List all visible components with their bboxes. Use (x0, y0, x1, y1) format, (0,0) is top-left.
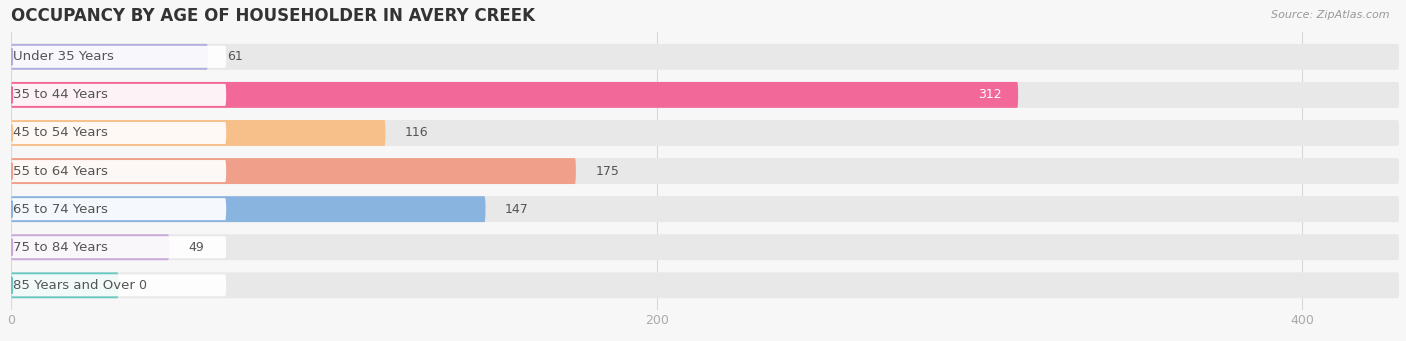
Text: 116: 116 (405, 127, 429, 139)
FancyBboxPatch shape (11, 120, 385, 146)
Text: 55 to 64 Years: 55 to 64 Years (13, 165, 108, 178)
FancyBboxPatch shape (11, 84, 226, 106)
Circle shape (11, 277, 13, 294)
FancyBboxPatch shape (11, 82, 1399, 108)
FancyBboxPatch shape (11, 272, 118, 298)
FancyBboxPatch shape (11, 44, 208, 70)
FancyBboxPatch shape (11, 160, 226, 182)
FancyBboxPatch shape (11, 196, 485, 222)
Circle shape (11, 201, 13, 218)
FancyBboxPatch shape (11, 120, 1399, 146)
FancyBboxPatch shape (11, 236, 226, 258)
Text: Under 35 Years: Under 35 Years (13, 50, 114, 63)
Circle shape (11, 87, 13, 103)
Text: 175: 175 (595, 165, 619, 178)
FancyBboxPatch shape (11, 82, 1018, 108)
FancyBboxPatch shape (11, 122, 226, 144)
Circle shape (11, 163, 13, 179)
FancyBboxPatch shape (11, 198, 226, 220)
FancyBboxPatch shape (11, 234, 169, 260)
FancyBboxPatch shape (11, 158, 576, 184)
Text: 312: 312 (979, 88, 1002, 101)
Text: OCCUPANCY BY AGE OF HOUSEHOLDER IN AVERY CREEK: OCCUPANCY BY AGE OF HOUSEHOLDER IN AVERY… (11, 7, 534, 25)
Text: 147: 147 (505, 203, 529, 216)
Text: 49: 49 (188, 241, 204, 254)
FancyBboxPatch shape (11, 234, 1399, 260)
Circle shape (11, 124, 13, 141)
Text: 75 to 84 Years: 75 to 84 Years (13, 241, 108, 254)
Text: Source: ZipAtlas.com: Source: ZipAtlas.com (1271, 10, 1389, 20)
FancyBboxPatch shape (11, 44, 1399, 70)
FancyBboxPatch shape (11, 274, 226, 296)
FancyBboxPatch shape (11, 196, 1399, 222)
FancyBboxPatch shape (11, 158, 1399, 184)
Text: 65 to 74 Years: 65 to 74 Years (13, 203, 108, 216)
Text: 35 to 44 Years: 35 to 44 Years (13, 88, 108, 101)
FancyBboxPatch shape (11, 46, 226, 68)
Text: 61: 61 (228, 50, 243, 63)
Text: 85 Years and Over: 85 Years and Over (13, 279, 135, 292)
Text: 0: 0 (138, 279, 146, 292)
Circle shape (11, 48, 13, 65)
FancyBboxPatch shape (11, 272, 1399, 298)
Circle shape (11, 239, 13, 256)
Text: 45 to 54 Years: 45 to 54 Years (13, 127, 108, 139)
